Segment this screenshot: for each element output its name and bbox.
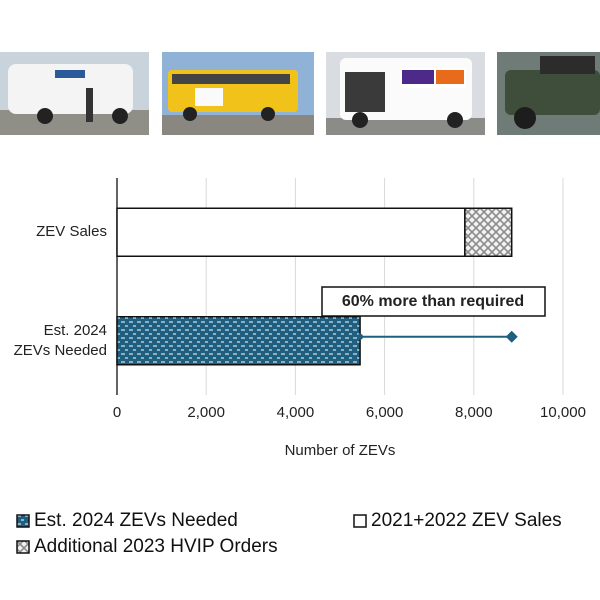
bar [116,207,466,257]
category-label: Est. 2024 ZEVs Needed [13,321,107,359]
x-tick-label: 4,000 [277,404,315,421]
legend-label: Est. 2024 ZEVs Needed [34,510,238,531]
comparison-start [357,333,364,340]
x-tick-label: 0 [113,404,121,421]
bar [116,316,361,366]
x-tick-label: 2,000 [187,404,225,421]
legend-label: 2021+2022 ZEV Sales [371,510,562,531]
bar [464,207,513,257]
annotation: 60% more than required [342,293,524,310]
legend-item: 2021+2022 ZEV Sales [353,510,562,532]
x-tick-label: 8,000 [455,404,493,421]
x-tick-label: 6,000 [366,404,404,421]
legend-item: Est. 2024 ZEVs Needed [16,510,238,532]
legend-swatch [353,514,367,528]
legend-item: Additional 2023 HVIP Orders [16,536,278,558]
category-label: ZEV Sales [36,223,107,241]
x-axis-label: Number of ZEVs [285,442,396,459]
legend-swatch [16,514,30,528]
legend-swatch-fill [16,540,30,554]
legend-swatch-fill [16,514,30,528]
x-tick-label: 10,000 [540,404,586,421]
legend-swatch [16,540,30,554]
comparison-diamond [505,330,518,343]
annotation-box [321,286,546,317]
legend-swatch-fill [353,514,367,528]
legend-label: Additional 2023 HVIP Orders [34,536,278,557]
photos [0,52,600,135]
